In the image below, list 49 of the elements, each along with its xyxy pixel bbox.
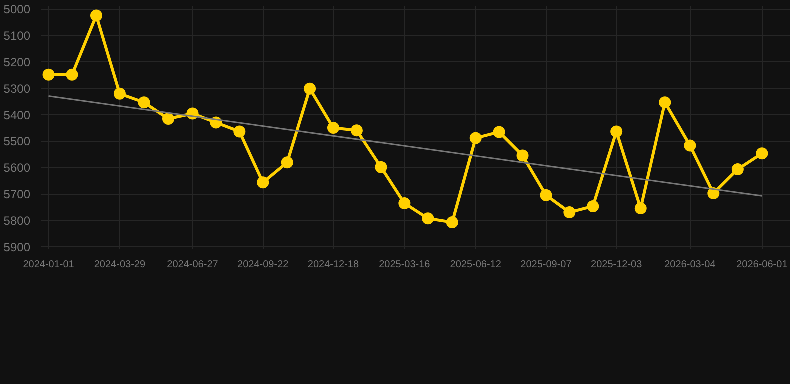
y-tick-label: 5100 — [4, 29, 31, 44]
y-tick-label: 5900 — [4, 240, 31, 254]
y-tick-label: 5700 — [4, 188, 31, 202]
point — [42, 68, 55, 81]
x-tick-label: 2026-06-01 — [736, 260, 788, 270]
point — [634, 202, 647, 215]
point — [375, 161, 388, 174]
point — [257, 176, 270, 189]
x-tick-label: 2024-01-01 — [23, 260, 75, 270]
x-tick-label: 2026-03-04 — [664, 260, 716, 270]
x-tick-label: 2025-12-03 — [591, 260, 643, 270]
point — [398, 198, 411, 210]
y-tick-label: 5800 — [4, 214, 31, 228]
y-tick-label: 5600 — [4, 161, 31, 176]
x-tick-label: 2025-03-16 — [379, 260, 431, 270]
y-tick-label: 5400 — [4, 108, 31, 122]
y-tick-label: 5200 — [4, 55, 31, 70]
y-tick-label: 5500 — [4, 134, 31, 149]
point — [66, 68, 78, 81]
point — [281, 156, 294, 169]
point — [234, 126, 246, 138]
y-tick-label: 5300 — [4, 82, 31, 96]
point — [327, 122, 340, 134]
point — [162, 113, 174, 126]
point — [422, 212, 434, 225]
point — [564, 206, 576, 219]
point — [516, 150, 529, 162]
x-tick-label: 2024-03-29 — [94, 260, 146, 270]
point — [446, 216, 458, 229]
x-tick-label: 2024-12-18 — [308, 260, 360, 270]
point — [470, 132, 482, 144]
x-tick-label: 2024-06-27 — [167, 260, 219, 270]
point — [756, 148, 768, 160]
point — [350, 124, 363, 137]
point — [732, 163, 744, 176]
point — [90, 10, 102, 22]
x-tick-label: 2025-09-07 — [520, 260, 572, 270]
point — [114, 88, 126, 100]
point — [684, 140, 696, 152]
point — [493, 126, 506, 138]
point — [540, 189, 552, 202]
point — [610, 126, 623, 138]
x-tick-label: 2024-09-22 — [238, 260, 290, 270]
y-tick-label: 5000 — [4, 2, 31, 17]
point — [304, 82, 316, 95]
point — [138, 96, 150, 109]
point — [659, 96, 672, 109]
x-tick-label: 2025-06-12 — [450, 260, 502, 270]
point — [587, 200, 600, 212]
